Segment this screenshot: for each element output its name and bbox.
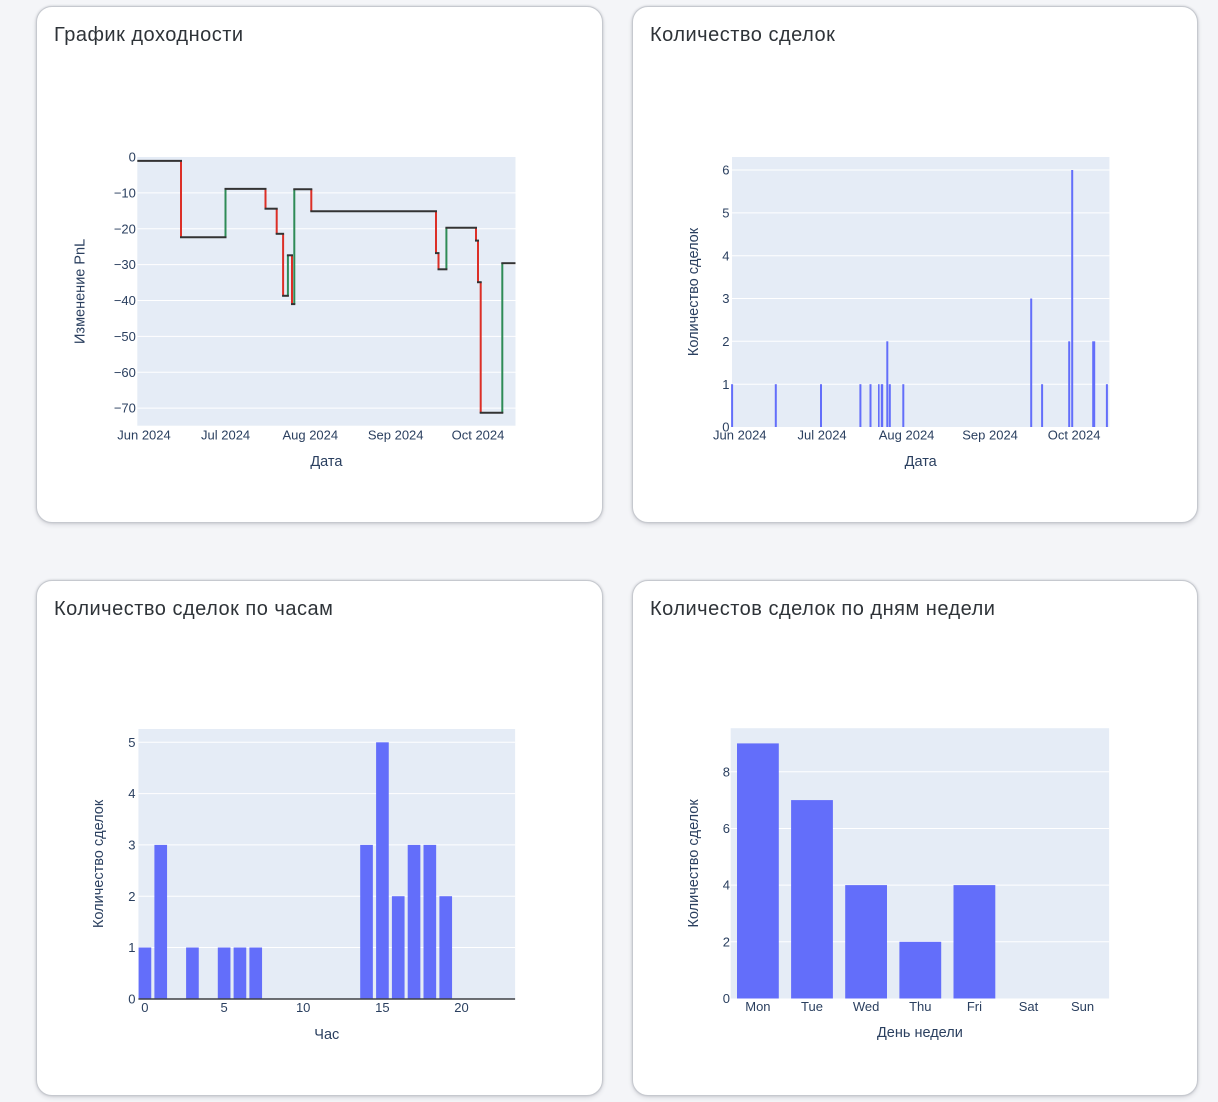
svg-text:Jul 2024: Jul 2024 <box>201 428 250 443</box>
svg-text:1: 1 <box>128 940 135 955</box>
svg-text:Sep 2024: Sep 2024 <box>368 428 424 443</box>
svg-text:Aug 2024: Aug 2024 <box>879 428 935 443</box>
svg-text:0: 0 <box>141 1000 148 1015</box>
svg-text:Дата: Дата <box>905 454 938 470</box>
svg-text:0: 0 <box>128 991 135 1006</box>
svg-text:3: 3 <box>722 291 729 306</box>
svg-text:−60: −60 <box>114 365 136 380</box>
svg-text:3: 3 <box>128 838 135 853</box>
svg-text:Oct 2024: Oct 2024 <box>452 428 505 443</box>
svg-text:4: 4 <box>722 248 729 263</box>
svg-text:Количество сделок: Количество сделок <box>686 227 702 356</box>
svg-text:6: 6 <box>723 821 730 836</box>
svg-text:15: 15 <box>375 1000 389 1015</box>
svg-text:5: 5 <box>220 1000 227 1015</box>
svg-text:−40: −40 <box>114 293 136 308</box>
svg-text:Sun: Sun <box>1071 999 1094 1014</box>
svg-text:Thu: Thu <box>909 999 931 1014</box>
svg-text:День недели: День недели <box>877 1025 963 1041</box>
svg-text:−70: −70 <box>114 401 136 416</box>
svg-text:1: 1 <box>722 377 729 392</box>
svg-text:0: 0 <box>722 420 729 435</box>
svg-text:4: 4 <box>723 878 730 893</box>
svg-text:Изменение PnL: Изменение PnL <box>73 239 89 344</box>
svg-text:2: 2 <box>722 334 729 349</box>
svg-text:Tue: Tue <box>801 999 823 1014</box>
svg-text:Oct 2024: Oct 2024 <box>1048 428 1101 443</box>
svg-text:−30: −30 <box>114 257 136 272</box>
svg-text:Количество сделок: Количество сделок <box>91 799 107 928</box>
svg-text:−10: −10 <box>114 186 136 201</box>
svg-text:6: 6 <box>722 163 729 178</box>
svg-text:0: 0 <box>129 150 136 165</box>
svg-text:20: 20 <box>454 1000 468 1015</box>
svg-text:Sat: Sat <box>1019 999 1039 1014</box>
svg-text:−50: −50 <box>114 329 136 344</box>
svg-text:Fri: Fri <box>967 999 982 1014</box>
svg-text:5: 5 <box>722 206 729 221</box>
svg-text:4: 4 <box>128 786 135 801</box>
svg-text:5: 5 <box>128 735 135 750</box>
svg-text:Wed: Wed <box>853 999 880 1014</box>
svg-text:Дата: Дата <box>310 454 343 470</box>
svg-text:0: 0 <box>723 991 730 1006</box>
svg-text:Количество сделок: Количество сделок <box>686 799 702 928</box>
svg-text:Sep 2024: Sep 2024 <box>962 428 1018 443</box>
svg-text:Jun 2024: Jun 2024 <box>713 428 767 443</box>
svg-text:Jun 2024: Jun 2024 <box>117 428 171 443</box>
svg-text:Час: Час <box>314 1027 339 1043</box>
svg-text:2: 2 <box>128 889 135 904</box>
svg-text:Jul 2024: Jul 2024 <box>798 428 847 443</box>
svg-text:8: 8 <box>723 764 730 779</box>
svg-text:Aug 2024: Aug 2024 <box>282 428 338 443</box>
svg-text:10: 10 <box>296 1000 310 1015</box>
svg-text:Mon: Mon <box>745 999 770 1014</box>
svg-text:−20: −20 <box>114 221 136 236</box>
svg-text:2: 2 <box>723 934 730 949</box>
